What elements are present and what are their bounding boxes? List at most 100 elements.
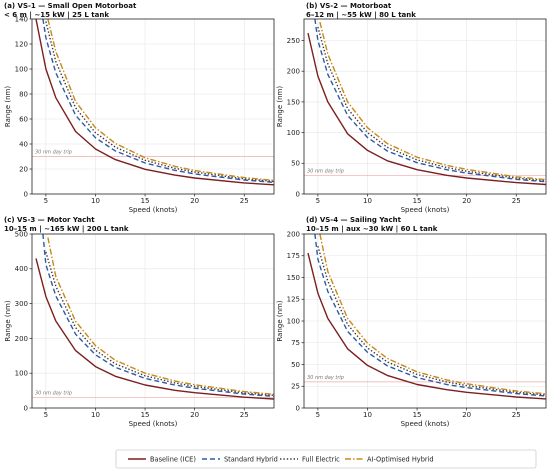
x-axis-label: Speed (knots) [401, 420, 450, 428]
y-tick-label: 400 [15, 265, 28, 273]
series-line-standard-hybrid [314, 234, 546, 397]
series-line-standard-hybrid [42, 234, 274, 397]
chart-panel: (a) VS-1 — Small Open Motorboat< 6 m | ~… [4, 2, 275, 214]
y-tick-label: 150 [287, 274, 300, 282]
y-tick-label: 60 [19, 115, 28, 123]
series-line-ai-optimised-hybrid [47, 237, 274, 395]
legend-label-standard-hybrid: Standard Hybrid [224, 456, 278, 464]
panels: (a) VS-1 — Small Open Motorboat< 6 m | ~… [4, 2, 547, 428]
series-line-baseline-ice [35, 19, 274, 186]
y-tick-label: 300 [15, 300, 28, 308]
chart-subtitle: 10–15 m | ~165 kW | 200 L tank [4, 225, 129, 234]
x-tick-label: 15 [141, 411, 150, 419]
y-axis-label: Range (nm) [4, 86, 12, 127]
x-tick-label: 20 [190, 197, 199, 205]
reference-label: 30 nm day trip [307, 169, 344, 175]
x-tick-label: 20 [462, 197, 471, 205]
x-tick-label: 15 [413, 411, 422, 419]
chart-title: (c) VS-3 — Motor Yacht [4, 216, 95, 224]
legend-label-full-electric: Full Electric [302, 456, 340, 464]
series-line-ai-optimised-hybrid [319, 234, 546, 395]
x-tick-label: 15 [141, 197, 150, 205]
x-tick-label: 20 [462, 411, 471, 419]
reference-label: 30 nm day trip [35, 391, 72, 397]
series-line-ai-optimised-hybrid [319, 21, 546, 181]
y-tick-label: 250 [287, 37, 300, 45]
legend-label-ai-optimised-hybrid: AI-Optimised Hybrid [367, 456, 434, 464]
series-line-standard-hybrid [42, 19, 274, 184]
x-tick-label: 20 [190, 411, 199, 419]
chart-title: (a) VS-1 — Small Open Motorboat [4, 2, 137, 10]
x-tick-label: 10 [363, 411, 372, 419]
x-axis-label: Speed (knots) [129, 420, 178, 428]
y-tick-label: 80 [19, 90, 28, 98]
y-tick-label: 100 [15, 370, 28, 378]
series-line-baseline-ice [307, 32, 546, 186]
y-tick-label: 0 [24, 190, 28, 198]
y-tick-label: 200 [287, 230, 300, 238]
y-tick-label: 150 [287, 98, 300, 106]
x-tick-label: 10 [91, 411, 100, 419]
x-tick-label: 5 [316, 197, 320, 205]
y-tick-label: 0 [24, 404, 28, 412]
y-tick-label: 20 [19, 165, 28, 173]
x-tick-label: 5 [44, 411, 48, 419]
y-axis-label: Range (nm) [276, 300, 284, 341]
y-tick-label: 0 [296, 404, 300, 412]
y-tick-label: 120 [15, 40, 28, 48]
legend-label-baseline-ice: Baseline (ICE) [150, 456, 196, 464]
y-axis-label: Range (nm) [4, 300, 12, 341]
y-tick-label: 100 [287, 317, 300, 325]
chart-subtitle: 6–12 m | ~55 kW | 80 L tank [306, 11, 416, 20]
chart-title: (d) VS-4 — Sailing Yacht [306, 216, 402, 224]
series-line-full-electric [317, 26, 546, 182]
legend-box [115, 449, 537, 469]
x-tick-label: 25 [240, 411, 249, 419]
x-axis-label: Speed (knots) [401, 206, 450, 214]
series-line-baseline-ice [307, 252, 546, 400]
series-group [307, 234, 546, 400]
y-tick-label: 0 [296, 190, 300, 198]
x-tick-label: 5 [316, 411, 320, 419]
series-group [35, 234, 274, 400]
x-tick-label: 10 [91, 197, 100, 205]
series-line-full-electric [317, 246, 546, 396]
chart-title: (b) VS-2 — Motorboat [306, 2, 392, 10]
y-tick-label: 25 [291, 383, 300, 391]
reference-label: 30 nm day trip [307, 375, 344, 381]
chart-subtitle: 10–15 m | aux ~30 kW | 60 L tank [306, 225, 438, 234]
reference-label: 30 nm day trip [35, 150, 72, 156]
plot-frame [303, 18, 547, 195]
y-tick-label: 125 [287, 296, 300, 304]
x-axis-label: Speed (knots) [129, 206, 178, 214]
y-tick-label: 140 [15, 15, 28, 23]
series-line-standard-hybrid [314, 19, 546, 183]
series-line-full-electric [45, 21, 274, 183]
plot-frame [31, 18, 275, 195]
y-tick-label: 175 [287, 252, 300, 260]
y-tick-label: 100 [287, 129, 300, 137]
y-tick-label: 100 [15, 65, 28, 73]
series-line-full-electric [45, 251, 274, 396]
legend: Baseline (ICE) Standard Hybrid Full Electr… [115, 449, 537, 469]
y-tick-label: 50 [291, 361, 300, 369]
series-line-ai-optimised-hybrid [47, 19, 274, 182]
chart-subtitle: < 6 m | ~15 kW | 25 L tank [4, 11, 109, 20]
series-group [35, 19, 274, 186]
y-tick-label: 200 [287, 68, 300, 76]
x-tick-label: 5 [44, 197, 48, 205]
y-axis-label: Range (nm) [276, 86, 284, 127]
x-tick-label: 10 [363, 197, 372, 205]
y-tick-label: 75 [291, 339, 300, 347]
y-tick-label: 500 [15, 230, 28, 238]
x-tick-label: 15 [413, 197, 422, 205]
y-tick-label: 200 [15, 335, 28, 343]
y-tick-label: 40 [19, 140, 28, 148]
series-group [307, 19, 546, 186]
x-tick-label: 25 [512, 197, 521, 205]
series-line-baseline-ice [35, 258, 274, 400]
